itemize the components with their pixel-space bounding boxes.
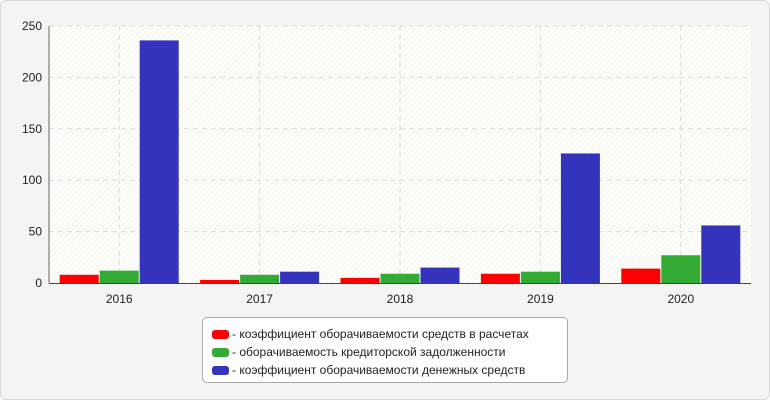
- y-tick-label: 50: [29, 225, 43, 239]
- legend-item: - оборачиваемость кредиторской задолженн…: [212, 343, 567, 361]
- bar: [280, 271, 320, 283]
- x-tick-label: 2017: [246, 292, 273, 306]
- bar: [621, 268, 661, 283]
- y-tick-label: 0: [35, 276, 42, 290]
- bar: [520, 271, 560, 283]
- bar: [59, 274, 99, 283]
- bar-chart: 0 50 100 150 200 250 2016 2017 2018 2019 2020: [22, 19, 751, 306]
- legend: - коэффициент оборачиваемости средств в …: [202, 317, 568, 383]
- y-tick-label: 250: [22, 19, 42, 33]
- y-tick-label: 150: [22, 122, 42, 136]
- bar: [200, 279, 240, 283]
- legend-label: - коэффициент оборачиваемости денежных с…: [232, 363, 526, 377]
- legend-swatch: [212, 347, 229, 357]
- x-tick-label: 2018: [387, 292, 414, 306]
- x-tick-label: 2020: [667, 292, 694, 306]
- bar: [139, 40, 179, 283]
- bar: [560, 153, 600, 283]
- x-tick-label: 2016: [106, 292, 133, 306]
- legend-item: - коэффициент оборачиваемости средств в …: [212, 325, 567, 343]
- bar: [701, 225, 741, 283]
- bar: [240, 274, 280, 283]
- legend-label: - оборачиваемость кредиторской задолженн…: [232, 345, 506, 359]
- bar: [340, 277, 380, 283]
- legend-item: - коэффициент оборачиваемости денежных с…: [212, 361, 567, 379]
- y-tick-label: 200: [22, 70, 42, 84]
- x-tick-label: 2019: [527, 292, 554, 306]
- bar: [480, 273, 520, 283]
- y-tick-label: 100: [22, 173, 42, 187]
- bar: [380, 273, 420, 283]
- bar: [420, 267, 460, 283]
- legend-label: - коэффициент оборачиваемости средств в …: [232, 327, 529, 341]
- bar: [99, 270, 139, 283]
- legend-swatch: [212, 329, 229, 339]
- legend-swatch: [212, 365, 229, 375]
- bar: [661, 255, 701, 283]
